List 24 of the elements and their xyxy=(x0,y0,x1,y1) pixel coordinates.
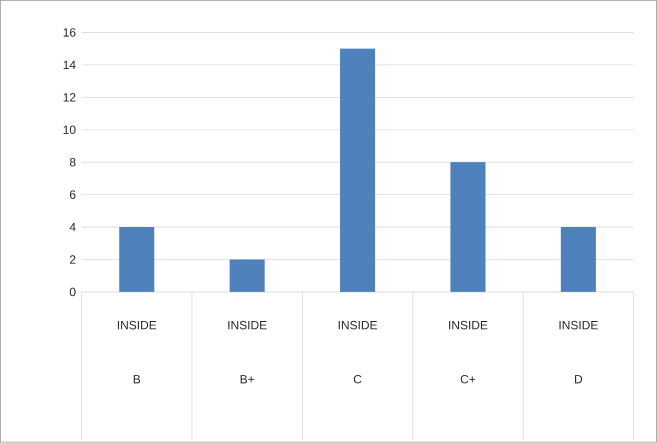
y-tick-label: 6 xyxy=(70,190,76,200)
bar xyxy=(230,260,265,292)
x-tick-label: B+ xyxy=(240,375,254,384)
bar xyxy=(560,227,596,292)
text: INSIDE xyxy=(228,321,267,330)
y-tick-label: 10 xyxy=(64,126,76,134)
y-tick-label: 0 xyxy=(70,288,76,296)
y-tick-label: 16 xyxy=(64,28,76,37)
x-tick-label: D xyxy=(575,375,582,384)
text: INSIDE xyxy=(338,321,378,330)
bar xyxy=(450,162,486,292)
bar xyxy=(119,227,154,292)
y-tick-label: 14 xyxy=(64,60,76,70)
text: INSIDE xyxy=(118,321,156,330)
bar xyxy=(340,48,376,292)
x-tick-label: B xyxy=(134,375,140,384)
y-tick-label: 2 xyxy=(70,256,76,264)
y-tick-label: 12 xyxy=(64,93,76,102)
x-tick-label: C+ xyxy=(460,375,476,384)
text: INSIDE xyxy=(449,321,488,330)
text: INSIDE xyxy=(560,321,598,330)
y-tick-label: 4 xyxy=(70,223,76,232)
y-tick-label: 8 xyxy=(70,158,76,167)
x-tick-label: C xyxy=(354,375,362,384)
